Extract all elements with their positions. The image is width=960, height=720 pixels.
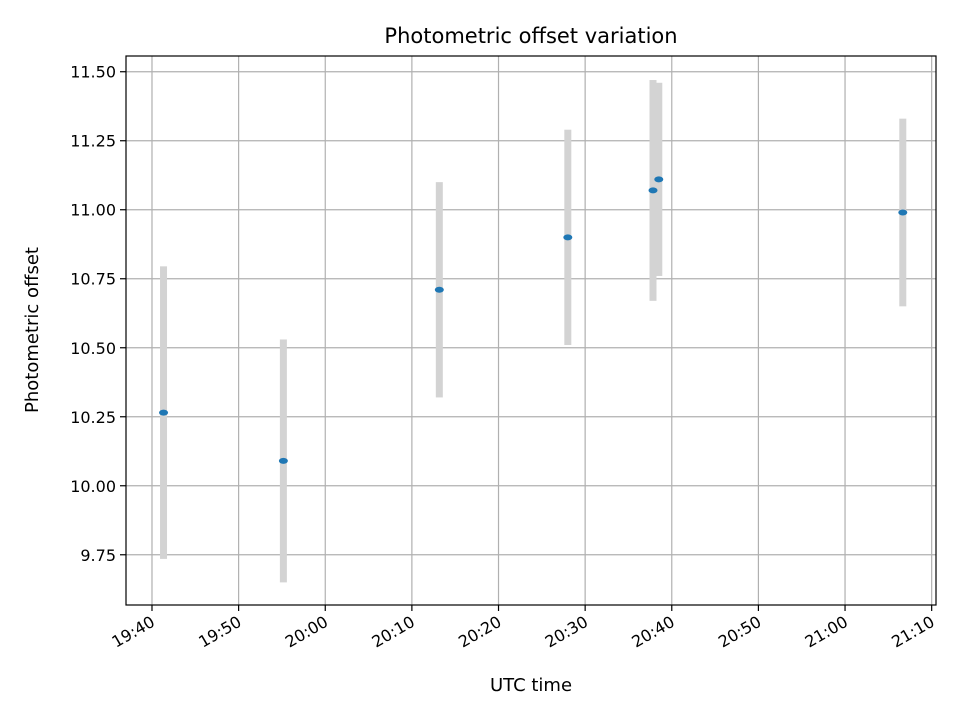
y-tick-label: 10.75 <box>70 270 116 289</box>
x-axis-ticks: 19:40 19:50 20:00 20:10 20:20 20:30 20:40 20:50… <box>109 605 938 652</box>
y-tick-label: 11.50 <box>70 63 116 82</box>
data-point <box>654 176 664 183</box>
y-tick-label: 10.50 <box>70 339 116 358</box>
grid <box>126 56 936 605</box>
x-tick-label: 20:40 <box>628 612 677 652</box>
data-points <box>159 176 908 464</box>
error-bars <box>160 80 907 583</box>
y-tick-label: 11.00 <box>70 201 116 220</box>
x-tick-label: 20:50 <box>715 612 764 652</box>
x-tick-label: 19:40 <box>109 612 158 652</box>
data-point <box>563 234 573 241</box>
y-tick-label: 11.25 <box>70 132 116 151</box>
data-point <box>898 209 908 216</box>
data-point <box>648 187 658 194</box>
x-tick-label: 20:10 <box>368 612 417 652</box>
y-tick-label: 9.75 <box>80 546 116 565</box>
x-axis-title: UTC time <box>490 675 572 696</box>
x-tick-label: 21:10 <box>888 612 937 652</box>
data-point <box>159 409 169 416</box>
data-point <box>434 286 444 293</box>
chart-title: Photometric offset variation <box>384 24 677 48</box>
x-tick-label: 20:30 <box>542 612 591 652</box>
x-tick-label: 20:20 <box>455 612 504 652</box>
plot-frame <box>125 55 937 606</box>
y-tick-label: 10.25 <box>70 408 116 427</box>
y-axis-ticks: 9.75 10.00 10.25 10.50 10.75 11.00 11.25 11.50 <box>70 63 126 565</box>
x-tick-label: 21:00 <box>802 612 851 652</box>
data-point <box>278 457 288 464</box>
x-tick-label: 19:50 <box>195 612 244 652</box>
y-axis-title: Photometric offset <box>22 247 43 413</box>
x-tick-label: 20:00 <box>282 612 331 652</box>
y-tick-label: 10.00 <box>70 477 116 496</box>
